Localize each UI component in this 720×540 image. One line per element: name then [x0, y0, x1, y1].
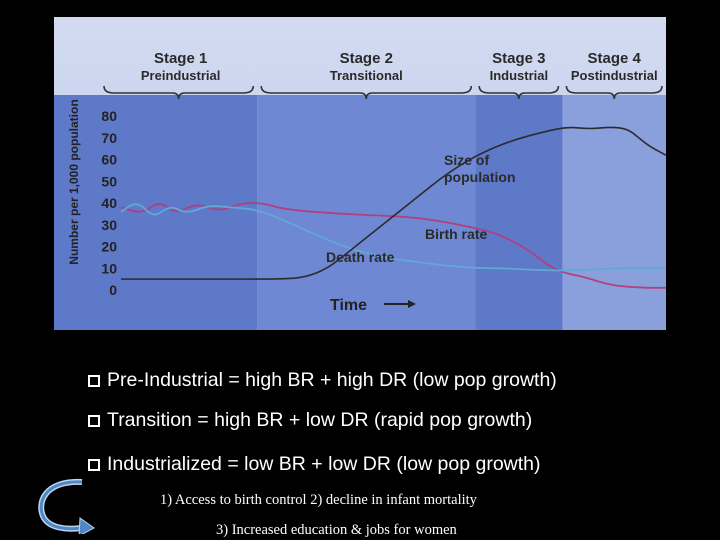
stage-brace-4	[565, 85, 663, 100]
stage-title-2: Stage 2	[340, 50, 393, 67]
death-rate-label: Death rate	[326, 249, 395, 265]
y-axis: 0 10 20 30 40 50 60 70 80	[101, 108, 117, 298]
series-line-size-of-population	[121, 126, 667, 280]
stage-band-2	[257, 95, 476, 330]
bullet-industrialized: Industrialized = low BR + low DR (low po…	[88, 453, 698, 476]
x-axis-label: Time	[330, 297, 367, 314]
y-tick-label: 60	[101, 152, 117, 168]
population-size-label-2: population	[444, 169, 516, 185]
stage-brace-3	[478, 85, 560, 100]
stage-subtitle-3: Industrial	[490, 68, 549, 83]
stage-title-3: Stage 3	[492, 50, 545, 67]
stage-subtitle-4: Postindustrial	[571, 68, 658, 83]
stage-band-1	[54, 95, 258, 330]
stage-band-3	[475, 95, 563, 330]
y-tick-label: 20	[101, 239, 117, 255]
stage-braces	[103, 85, 663, 100]
stage-brace-1	[103, 85, 255, 100]
reasons-note-2: 3) Increased education & jobs for women	[216, 522, 457, 538]
checkbox-bullet-icon	[88, 415, 100, 427]
bullet-transition: Transition = high BR + low DR (rapid pop…	[88, 409, 698, 432]
reasons-note-1: 1) Access to birth control 2) decline in…	[160, 492, 477, 508]
stage-subtitle-1: Preindustrial	[141, 68, 220, 83]
y-tick-label: 80	[101, 108, 117, 124]
y-tick-label: 70	[101, 130, 117, 146]
y-tick-label: 30	[101, 217, 117, 233]
stage-title-4: Stage 4	[588, 50, 642, 67]
curved-arrow-icon	[38, 478, 95, 534]
stage-brace-2	[260, 85, 473, 100]
series-lines	[120, 126, 667, 289]
y-tick-label: 40	[101, 195, 117, 211]
stage-bands	[54, 95, 666, 330]
stage-title-1: Stage 1	[154, 50, 207, 67]
checkbox-bullet-icon	[88, 375, 100, 387]
birth-rate-label: Birth rate	[425, 226, 487, 242]
y-axis-label: Number per 1,000 population	[67, 99, 81, 264]
series-line-death-rate	[120, 203, 666, 272]
y-tick-label: 0	[109, 282, 117, 298]
stage-band-4	[562, 95, 666, 330]
x-axis-arrow	[384, 300, 416, 308]
population-size-label: Size of	[444, 152, 489, 168]
y-tick-label: 50	[101, 173, 117, 189]
checkbox-bullet-icon	[88, 459, 100, 471]
y-tick-label: 10	[101, 260, 117, 276]
bullet-preindustrial: Pre-Industrial = high BR + high DR (low …	[88, 369, 698, 392]
stage-subtitle-2: Transitional	[330, 68, 403, 83]
